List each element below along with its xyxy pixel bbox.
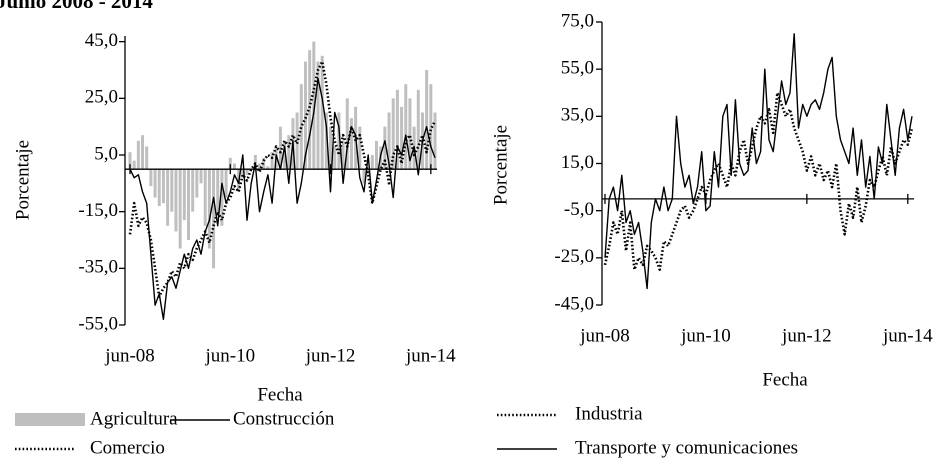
bar <box>391 98 395 170</box>
bar <box>337 112 341 170</box>
bar <box>324 112 328 170</box>
y-tick-label: -55,0 <box>78 313 118 334</box>
line-series <box>603 91 914 271</box>
bar <box>224 169 228 198</box>
x-tick-label: jun-12 <box>781 325 832 346</box>
x-tick-label: jun-12 <box>305 345 356 366</box>
bar <box>383 126 387 170</box>
bar <box>145 146 149 170</box>
bar <box>433 112 437 170</box>
y-tick-label: 35,0 <box>561 105 594 126</box>
bar <box>132 160 136 170</box>
y-tick-label: -35,0 <box>78 257 118 278</box>
bar <box>370 155 374 170</box>
bar <box>362 169 366 184</box>
x-axis-label: Fecha <box>257 384 303 405</box>
bar <box>395 89 399 170</box>
bar <box>232 163 236 170</box>
bar <box>199 169 203 184</box>
bar <box>278 126 282 170</box>
bar <box>157 169 161 206</box>
bar <box>220 169 224 226</box>
bar <box>358 126 362 170</box>
line-series <box>604 33 913 290</box>
bar <box>329 126 333 170</box>
bar <box>266 166 270 170</box>
bar <box>416 89 420 170</box>
bar <box>299 84 303 170</box>
bar <box>316 61 320 170</box>
bar <box>195 169 199 198</box>
bar <box>333 146 337 170</box>
bar <box>303 61 307 170</box>
bar <box>203 169 207 226</box>
y-tick-label: -25,0 <box>554 246 594 267</box>
bar <box>228 157 232 170</box>
page-title: Junio 2008 - 2014 <box>0 0 153 13</box>
bar <box>308 50 312 170</box>
bar <box>216 169 220 212</box>
y-tick-label: 5,0 <box>94 143 118 164</box>
bar <box>128 152 132 170</box>
bar <box>178 169 182 249</box>
bar <box>341 140 345 170</box>
bar <box>375 140 379 170</box>
legend-label: Construcción <box>233 408 335 429</box>
bar <box>258 163 262 170</box>
bar <box>241 169 245 178</box>
y-tick-label: 45,0 <box>85 30 118 51</box>
bar <box>149 169 153 187</box>
y-tick-label: 15,0 <box>561 152 594 173</box>
bar <box>425 70 429 170</box>
x-axis-label: Fecha <box>762 369 808 390</box>
bar <box>136 140 140 170</box>
y-tick-label: 75,0 <box>561 10 594 31</box>
x-tick-label: jun-14 <box>882 325 933 346</box>
bar <box>312 41 316 170</box>
legend-swatch <box>15 413 85 426</box>
bar <box>166 169 170 226</box>
bar <box>245 169 249 175</box>
bar <box>408 98 412 170</box>
bar <box>174 169 178 232</box>
bar <box>349 118 353 170</box>
x-tick-label: jun-08 <box>579 325 630 346</box>
bar <box>153 169 157 198</box>
bar <box>186 169 190 240</box>
bar <box>400 106 404 170</box>
legend-label: Industria <box>575 403 643 424</box>
bar <box>161 169 165 204</box>
bar <box>212 169 216 269</box>
y-tick-label: -5,0 <box>564 199 594 220</box>
y-axis-label: Porcentaje <box>490 125 511 205</box>
legend-label: Comercio <box>90 437 165 458</box>
bar <box>270 152 274 170</box>
y-tick-label: -45,0 <box>554 293 594 314</box>
bar <box>191 169 195 212</box>
bar <box>182 169 186 221</box>
legend-label: Agricultura <box>90 408 178 429</box>
y-axis-label: Porcentaje <box>12 140 33 220</box>
bar <box>170 169 174 212</box>
line-series <box>129 77 436 320</box>
x-tick-label: jun-14 <box>405 345 456 366</box>
bar <box>404 84 408 170</box>
y-tick-label: 55,0 <box>561 58 594 79</box>
bar <box>287 135 291 170</box>
bar <box>345 98 349 170</box>
bar <box>283 140 287 170</box>
y-tick-label: 25,0 <box>85 87 118 108</box>
x-tick-label: jun-10 <box>204 345 255 366</box>
line-series <box>128 60 437 298</box>
bar <box>141 135 145 170</box>
bar <box>207 169 211 249</box>
x-tick-label: jun-10 <box>680 325 731 346</box>
bar <box>253 155 257 170</box>
x-tick-label: jun-08 <box>104 345 155 366</box>
legend-label: Transporte y comunicaciones <box>575 437 798 458</box>
y-tick-label: -15,0 <box>78 200 118 221</box>
bar <box>387 112 391 170</box>
bar <box>320 55 324 170</box>
